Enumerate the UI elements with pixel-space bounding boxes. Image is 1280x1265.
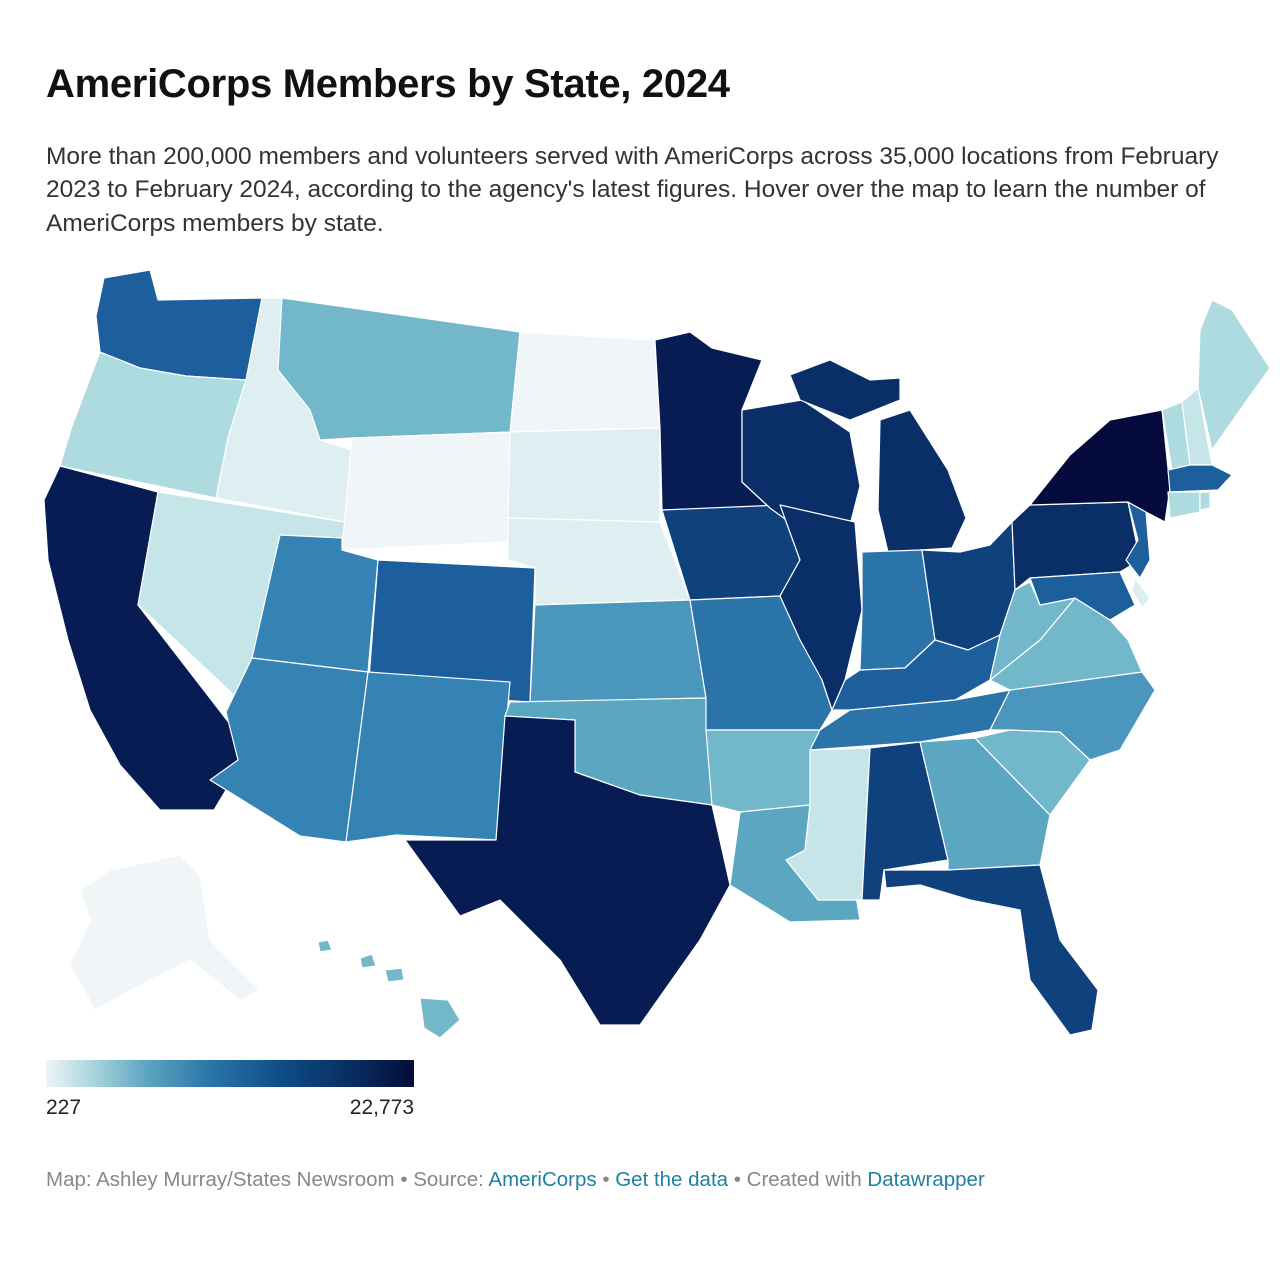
source-label: Source: — [413, 1168, 489, 1191]
state-hawaii-4[interactable] — [419, 997, 461, 1039]
legend-gradient-bar — [46, 1060, 414, 1087]
state-connecticut[interactable] — [1167, 491, 1201, 519]
footer-separator: • — [728, 1168, 747, 1191]
source-link[interactable]: AmeriCorps — [488, 1168, 597, 1191]
state-nebraska[interactable] — [507, 517, 691, 606]
state-maine[interactable] — [1197, 299, 1271, 451]
state-michigan-upper[interactable] — [789, 359, 901, 421]
get-data-link[interactable]: Get the data — [615, 1168, 729, 1191]
legend-min-label: 227 — [46, 1096, 82, 1119]
state-rhode-island[interactable] — [1199, 491, 1211, 511]
page-title: AmeriCorps Members by State, 2024 — [46, 62, 730, 106]
state-montana[interactable] — [277, 297, 521, 441]
state-delaware[interactable] — [1131, 577, 1151, 609]
color-legend: 227 22,773 — [46, 1060, 414, 1119]
state-illinois[interactable] — [779, 504, 863, 711]
state-north-dakota[interactable] — [509, 331, 661, 433]
state-hawaii-2[interactable] — [359, 953, 377, 969]
created-label: Created with — [746, 1168, 868, 1191]
datawrapper-link[interactable]: Datawrapper — [867, 1168, 985, 1191]
state-wyoming[interactable] — [341, 431, 511, 551]
footer-credits: Map: Ashley Murray/States Newsroom • Sou… — [46, 1168, 985, 1192]
state-alaska[interactable] — [69, 854, 261, 1011]
footer-separator: • — [394, 1168, 414, 1191]
state-arkansas[interactable] — [705, 729, 821, 813]
legend-max-label: 22,773 — [349, 1096, 414, 1119]
state-massachusetts[interactable] — [1167, 464, 1233, 493]
state-new-mexico[interactable] — [345, 671, 511, 843]
state-florida[interactable] — [883, 864, 1099, 1036]
state-michigan-lower[interactable] — [877, 409, 967, 553]
state-south-dakota[interactable] — [507, 427, 661, 523]
state-texas[interactable] — [404, 715, 731, 1026]
state-hawaii-3[interactable] — [384, 967, 405, 983]
state-kansas[interactable] — [529, 599, 707, 703]
state-maryland[interactable] — [1029, 571, 1136, 621]
state-hawaii-1[interactable] — [317, 939, 333, 953]
footer-separator: • — [596, 1168, 616, 1191]
page-subtitle: More than 200,000 members and volunteers… — [46, 143, 1219, 237]
choropleth-map[interactable] — [0, 260, 1280, 1050]
map-credit: Map: Ashley Murray/States Newsroom — [46, 1168, 395, 1191]
